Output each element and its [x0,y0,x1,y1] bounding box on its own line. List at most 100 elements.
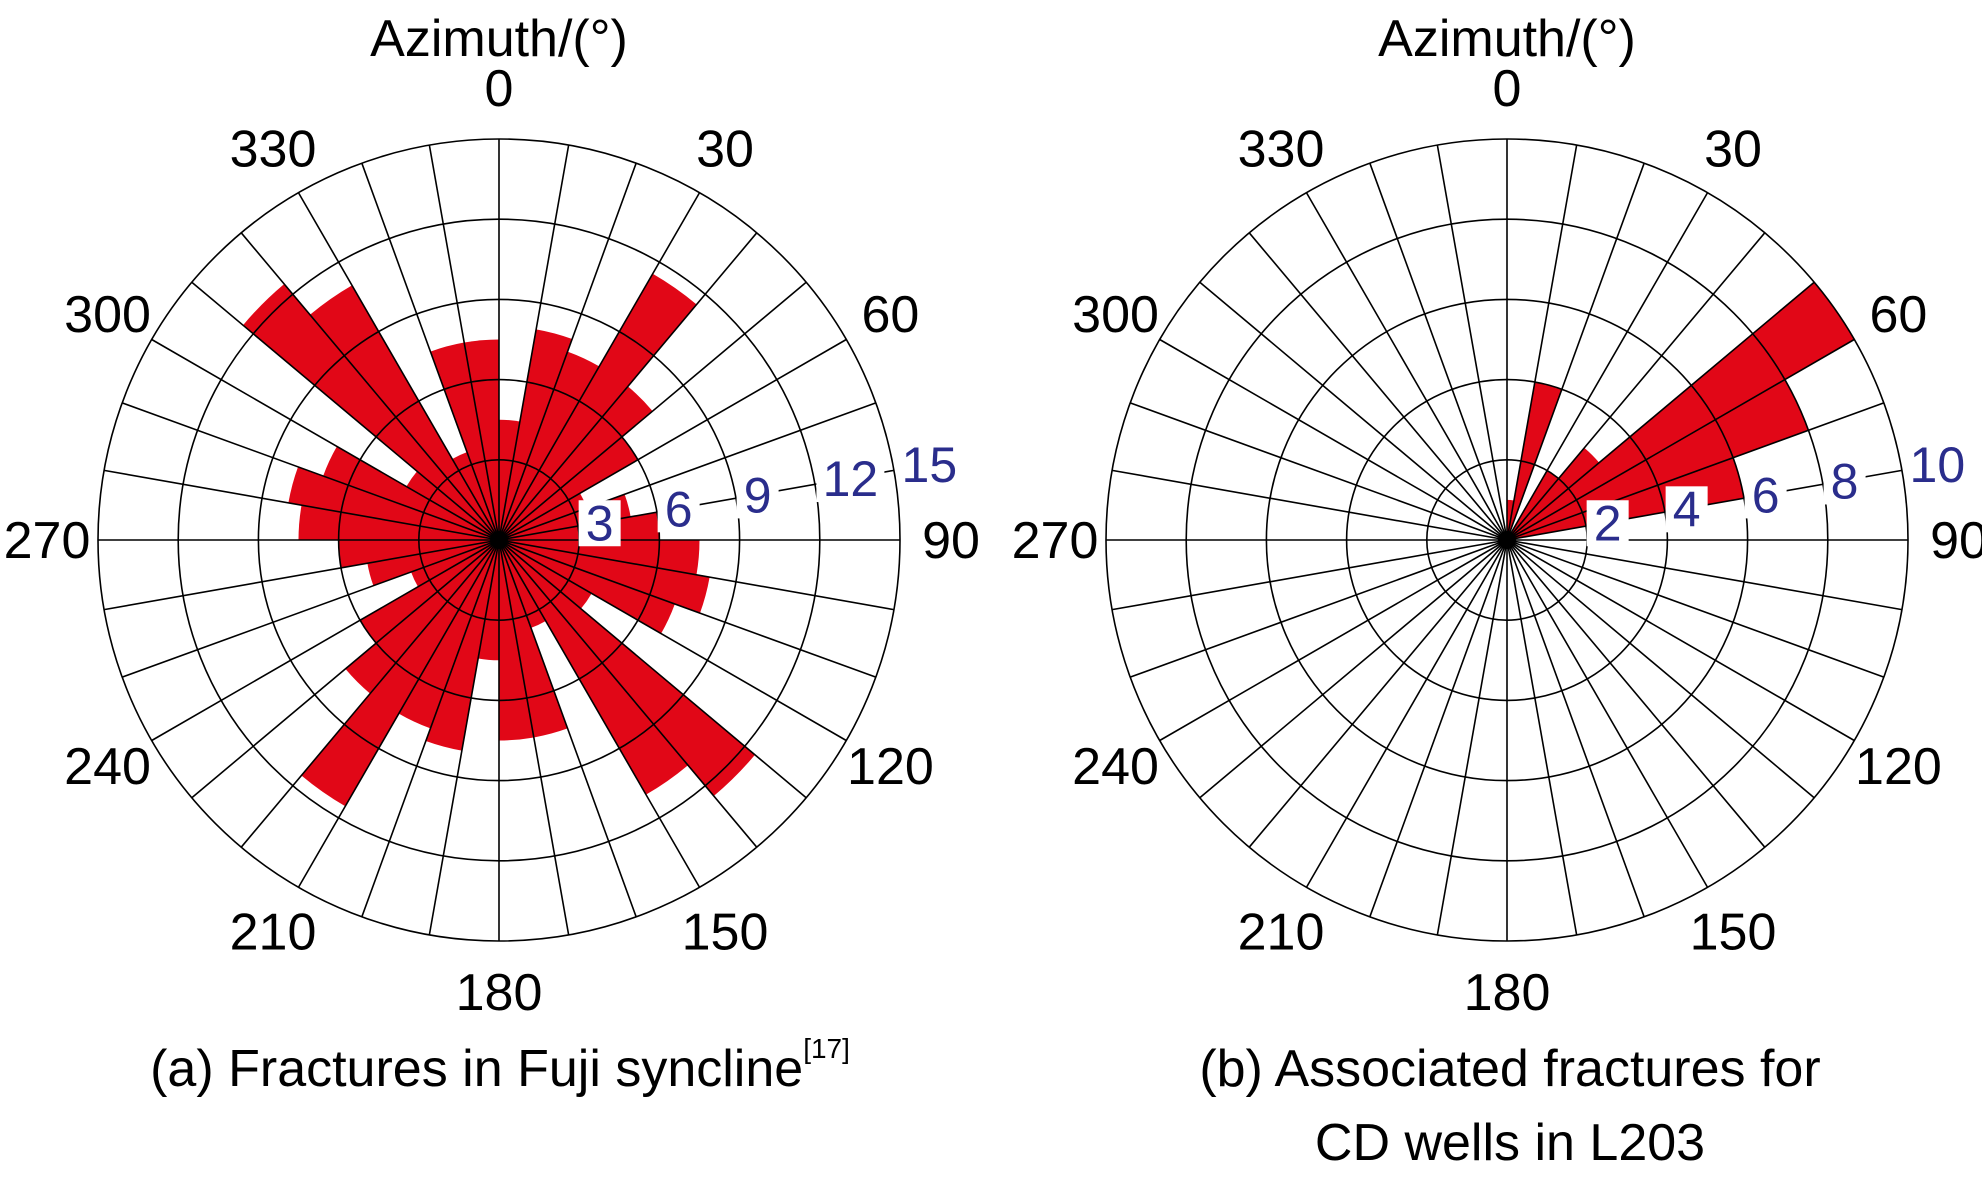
angle-tick-label: 30 [1704,121,1762,179]
angle-tick-label: 240 [64,738,151,796]
angle-tick-label: 120 [1855,738,1942,796]
angle-tick-label: 240 [1072,738,1159,796]
grid-spoke [498,232,758,541]
grid-spoke [1506,539,1903,611]
rose-sector [1507,457,1744,540]
caption-b: (b) Associated fractures for CD wells in… [1050,1032,1970,1180]
grid-spoke [1199,281,1508,541]
radial-label-bg [1823,458,1866,505]
center-dot [1498,531,1516,549]
caption-a-ref: [17] [803,1033,850,1064]
grid-spoke [240,539,500,848]
caption-a-text: (a) Fractures in Fuji syncline [150,1040,804,1098]
rose-sector [1507,379,1809,540]
grid-spoke [1506,402,1885,541]
grid-spoke [1506,144,1578,541]
radial-label-bg [1586,500,1629,547]
grid-spoke [498,338,847,541]
rose-sector [243,284,499,540]
grid-spoke [151,338,500,541]
grid-spoke [1369,539,1508,918]
angle-tick-label: 150 [1690,903,1777,961]
radial-label-bg [578,500,621,547]
center-dot [490,531,508,549]
grid-spoke [121,539,500,678]
angle-tick-label: 180 [456,964,543,1022]
grid-spoke [191,281,500,541]
grid-spoke [297,539,500,888]
grid-spoke [1506,539,1855,742]
caption-b-line1: (b) Associated fractures for [1199,1040,1821,1098]
radial-label-bg [1744,472,1787,519]
grid-spoke [121,402,500,541]
grid-spoke [498,162,637,541]
angle-tick-label: 30 [696,121,754,179]
radial-tick-label: 4 [1673,481,1701,537]
rose-sector [1507,470,1559,540]
radial-label-bg [736,472,779,519]
rose-sector [499,493,587,540]
angle-tick-label: 270 [1012,512,1099,570]
radial-tick-label: 3 [586,495,614,551]
grid-spoke [1506,162,1645,541]
grid-spoke [1506,192,1709,541]
grid-spoke [240,232,500,541]
grid-spoke [498,402,877,541]
grid-spoke [1436,144,1508,541]
grid-spoke [1506,539,1709,888]
grid-spoke [498,192,701,541]
radial-label-bg [1665,486,1708,533]
grid-spoke [498,539,570,936]
angle-tick-label: 210 [1238,903,1325,961]
grid-spoke [297,192,500,541]
grid-spoke [1305,539,1508,888]
angle-tick-label: 300 [1072,286,1159,344]
radial-tick-label: 12 [823,451,879,507]
radial-label-bg [657,486,700,533]
chart-title: Azimuth/(°) [1378,10,1636,68]
radial-tick-label: 2 [1594,495,1622,551]
rose-sector [499,273,697,540]
grid-spoke [1129,539,1508,678]
grid-spoke [1506,539,1645,918]
angle-tick-label: 60 [862,286,920,344]
angle-tick-label: 0 [485,60,514,118]
grid-spoke [1506,232,1766,541]
chart-title: Azimuth/(°) [370,10,628,68]
rose-chart-b: 0 30 60 90 120 150 180 210 240 270 300 330 2 4 6 8 10 Azi… [1012,10,1982,1022]
grid-spoke [498,539,637,918]
angle-tick-label: 270 [4,512,91,570]
grid-spoke [428,144,500,541]
grid-spoke [361,162,500,541]
radial-label-bg [816,456,885,503]
radial-tick-label: 9 [744,467,772,523]
grid-spoke [1159,338,1508,541]
radial-tick-label: 6 [665,481,693,537]
caption-a: (a) Fractures in Fuji syncline[17] [40,1032,960,1106]
rose-sector [452,452,499,540]
rose-sector [499,386,653,540]
rose-sector [499,540,675,634]
grid-spoke [1506,338,1855,541]
angle-tick-label: 330 [1238,121,1325,179]
rose-sector [499,540,710,614]
rose-sector [301,540,499,807]
grid-spoke [1506,539,1885,678]
rose-sector [309,285,499,540]
grid-spoke [1248,539,1508,848]
angle-tick-label: 90 [922,512,980,570]
rose-chart-a: 0 30 60 90 120 150 180 210 240 270 300 330 3 6 9 12 15 Az… [4,10,980,1022]
radial-tick-label: 15 [902,437,958,493]
grid-spoke [1506,539,1578,936]
grid-spoke [103,469,500,541]
angle-tick-label: 330 [230,121,317,179]
grid-spoke [498,539,701,888]
angle-tick-label: 0 [1493,60,1522,118]
radial-tick-label: 6 [1752,467,1780,523]
grid-spoke [1111,469,1508,541]
grid-spoke [1369,162,1508,541]
rose-sector [406,471,499,540]
grid-spoke [498,539,847,742]
rose-sector [323,446,499,540]
